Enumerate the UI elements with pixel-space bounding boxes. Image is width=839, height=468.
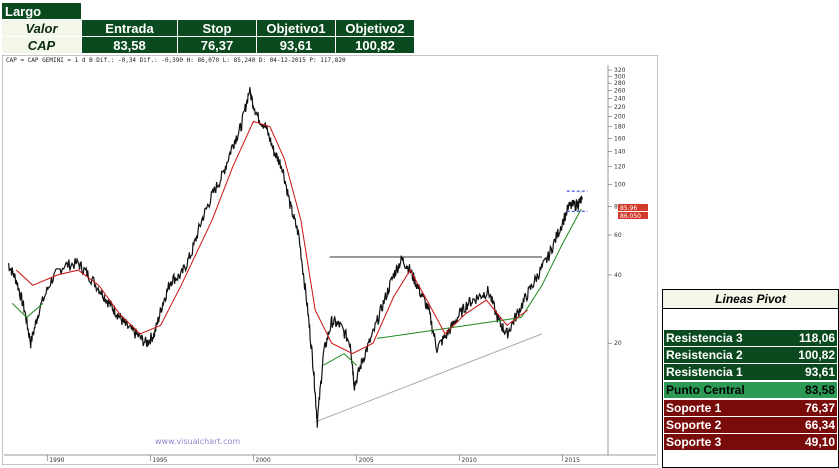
price-tick-label: 160 bbox=[614, 135, 626, 142]
value-objetivo2: 100,82 bbox=[335, 36, 415, 54]
price-tick-label: 260 bbox=[614, 87, 626, 94]
pivot-row-label: Resistencia 2 bbox=[666, 348, 743, 362]
moving-average-green-1 bbox=[11, 302, 44, 319]
moving-average-red bbox=[15, 120, 528, 355]
header-objetivo1: Objetivo1 bbox=[256, 19, 336, 37]
pivot-row-label: Soporte 2 bbox=[666, 418, 722, 432]
value-cap: CAP bbox=[1, 36, 82, 54]
value-entrada: 83,58 bbox=[81, 36, 178, 54]
price-chart: CAP = CAP GEMINI = 1 d B Dif.: -0,34 Dif… bbox=[2, 55, 658, 465]
price-tick-label: 220 bbox=[614, 104, 626, 111]
pivot-row-value: 118,06 bbox=[798, 331, 835, 345]
pivot-row-label: Soporte 3 bbox=[666, 435, 722, 449]
trade-direction: Largo bbox=[1, 2, 82, 20]
pivot-row-label: Resistencia 3 bbox=[666, 331, 743, 345]
pivot-row-value: 100,82 bbox=[798, 348, 835, 362]
price-label-upper-bg bbox=[618, 204, 648, 211]
pivot-row-value: 76,37 bbox=[804, 401, 835, 415]
price-label-lower: 86.050 bbox=[620, 213, 641, 220]
chart-header-text: CAP = CAP GEMINI = 1 d B Dif.: -0,34 Dif… bbox=[6, 57, 346, 64]
date-tick-label: 2005 bbox=[358, 457, 373, 464]
price-tick-label: 140 bbox=[614, 148, 626, 155]
pivot-row: Resistencia 2 100,82 bbox=[664, 347, 837, 363]
price-tick-label: 80 bbox=[614, 204, 622, 211]
date-axis: 1990 1995 2000 2005 2010 2015 bbox=[4, 454, 656, 464]
price-label-upper: 85.96 bbox=[620, 205, 637, 212]
date-tick-label: 2010 bbox=[462, 457, 477, 464]
moving-average-green-3 bbox=[377, 208, 582, 339]
pivot-lines-panel: Lineas Pivot Resistencia 3 118,06 Resisten… bbox=[662, 289, 839, 468]
pivot-row-label: Soporte 1 bbox=[666, 401, 722, 415]
price-tick-label: 280 bbox=[614, 80, 626, 87]
support-trend-line bbox=[315, 333, 543, 423]
value-stop: 76,37 bbox=[177, 36, 257, 54]
pivot-row-label: Resistencia 1 bbox=[666, 365, 743, 379]
date-tick-label: 2015 bbox=[565, 457, 580, 464]
price-tick-label: 320 bbox=[614, 67, 626, 74]
price-tick-label: 40 bbox=[614, 272, 622, 279]
pivot-row-value: 66,34 bbox=[804, 418, 835, 432]
pivot-row: Soporte 2 66,34 bbox=[664, 417, 837, 433]
price-tick-label: 100 bbox=[614, 182, 626, 189]
pivot-row: Punto Central 83,58 bbox=[664, 382, 837, 398]
moving-average-green-2 bbox=[323, 352, 357, 366]
value-objetivo1: 93,61 bbox=[256, 36, 336, 54]
header-objetivo2: Objetivo2 bbox=[335, 19, 415, 37]
date-tick-label: 2000 bbox=[255, 457, 270, 464]
header-valor: Valor bbox=[1, 19, 82, 37]
pivot-row: Soporte 1 76,37 bbox=[664, 400, 837, 416]
pivot-row: Resistencia 1 93,61 bbox=[664, 364, 837, 380]
pivot-title: Lineas Pivot bbox=[663, 290, 838, 309]
date-tick-label: 1995 bbox=[152, 457, 167, 464]
price-tick-label: 180 bbox=[614, 124, 626, 131]
chart-frame bbox=[2, 55, 658, 465]
price-tick-label: 240 bbox=[614, 95, 626, 102]
pivot-row-value: 49,10 bbox=[804, 435, 835, 449]
pivot-row: Soporte 3 49,10 bbox=[664, 434, 837, 450]
price-tick-label: 120 bbox=[614, 164, 626, 171]
plot-area bbox=[7, 87, 588, 428]
header-entrada: Entrada bbox=[81, 19, 178, 37]
pivot-row-value: 83,58 bbox=[804, 383, 835, 397]
pivot-row-value: 93,61 bbox=[804, 365, 835, 379]
price-tick-label: 20 bbox=[614, 340, 622, 347]
price-tick-label: 300 bbox=[614, 73, 626, 80]
price-series-line bbox=[7, 87, 583, 428]
header-stop: Stop bbox=[177, 19, 257, 37]
date-tick-label: 1990 bbox=[49, 457, 64, 464]
price-tick-label: 60 bbox=[614, 232, 622, 239]
price-tick-label: 200 bbox=[614, 113, 626, 120]
pivot-row: Resistencia 3 118,06 bbox=[664, 330, 837, 346]
pivot-row-label: Punto Central bbox=[666, 383, 745, 397]
trade-summary-table: Largo Valor Entrada Stop Objetivo1 Objet… bbox=[1, 2, 415, 54]
watermark: www.visualchart.com bbox=[155, 437, 240, 446]
price-label-lower-bg bbox=[618, 212, 648, 219]
